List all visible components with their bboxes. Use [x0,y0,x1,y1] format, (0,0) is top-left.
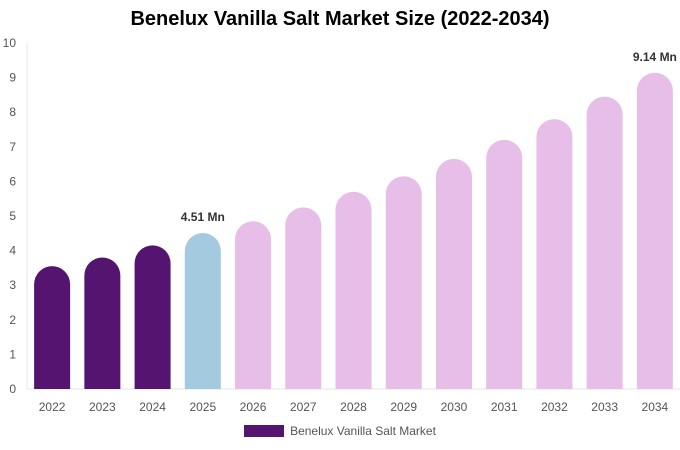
x-tick-label: 2025 [189,400,216,414]
y-tick-label: 5 [9,209,16,223]
data-label: 9.14 Mn [633,50,677,64]
x-tick-label: 2034 [642,400,669,414]
bar-2028 [335,191,372,389]
x-tick-label: 2032 [541,400,568,414]
y-tick-label: 3 [9,278,16,292]
x-tick-label: 2022 [39,400,66,414]
bar-2024 [134,245,171,389]
y-tick-label: 8 [9,105,16,119]
y-tick-label: 7 [9,140,16,154]
bar-2033 [586,96,623,389]
legend: Benelux Vanilla Salt Market [0,424,680,438]
y-tick-label: 10 [3,36,17,50]
y-tick-label: 6 [9,174,16,188]
legend-swatch [244,425,285,437]
y-tick-label: 2 [9,313,16,327]
labels: 2022 2023 2024 2025 2026 2027 2028 2029 2030 2031… [39,50,677,414]
x-tick-label: 2026 [240,400,267,414]
bar-2022 [34,266,71,389]
x-tick-label: 2024 [139,400,166,414]
bar-2025 [184,232,221,389]
bar-2029 [385,176,422,389]
y-tick-label: 0 [9,382,16,396]
bar-2027 [285,207,322,389]
x-tick-label: 2030 [441,400,468,414]
bars [34,72,673,390]
x-tick-label: 2028 [340,400,367,414]
x-tick-label: 2031 [491,400,518,414]
x-tick-label: 2033 [591,400,618,414]
bar-2023 [84,257,121,389]
chart-title: Benelux Vanilla Salt Market Size (2022-2… [130,8,550,30]
bar-2031 [486,139,523,389]
bar-2034 [636,72,673,390]
x-tick-label: 2029 [390,400,417,414]
bar-2032 [536,119,573,389]
data-label: 4.51 Mn [181,210,225,224]
y-tick-label: 1 [9,347,16,361]
legend-label: Benelux Vanilla Salt Market [290,424,436,438]
bar-2030 [435,158,472,389]
bar-2026 [235,221,272,389]
y-tick-label: 4 [9,244,16,258]
x-tick-label: 2023 [89,400,116,414]
x-tick-label: 2027 [290,400,317,414]
y-tick-label: 9 [9,71,16,85]
